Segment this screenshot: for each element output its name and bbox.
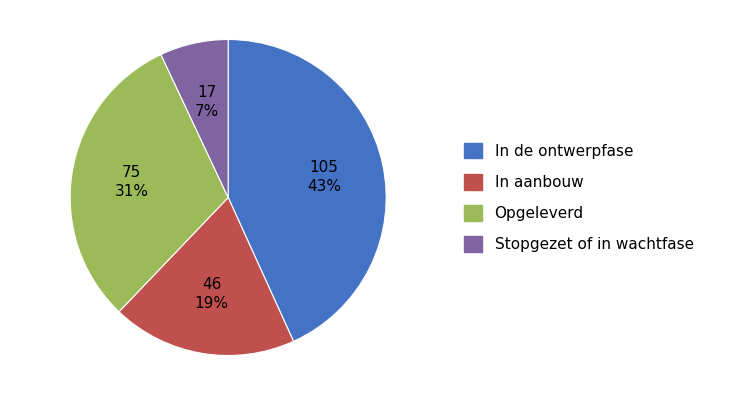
Text: 105
43%: 105 43%	[307, 160, 341, 194]
Wedge shape	[161, 40, 228, 198]
Text: 46
19%: 46 19%	[195, 277, 229, 311]
Wedge shape	[70, 55, 228, 312]
Wedge shape	[228, 40, 386, 341]
Wedge shape	[119, 198, 294, 356]
Legend: In de ontwerpfase, In aanbouw, Opgeleverd, Stopgezet of in wachtfase: In de ontwerpfase, In aanbouw, Opgelever…	[464, 143, 693, 252]
Text: 17
7%: 17 7%	[195, 85, 219, 118]
Text: 75
31%: 75 31%	[115, 165, 149, 199]
